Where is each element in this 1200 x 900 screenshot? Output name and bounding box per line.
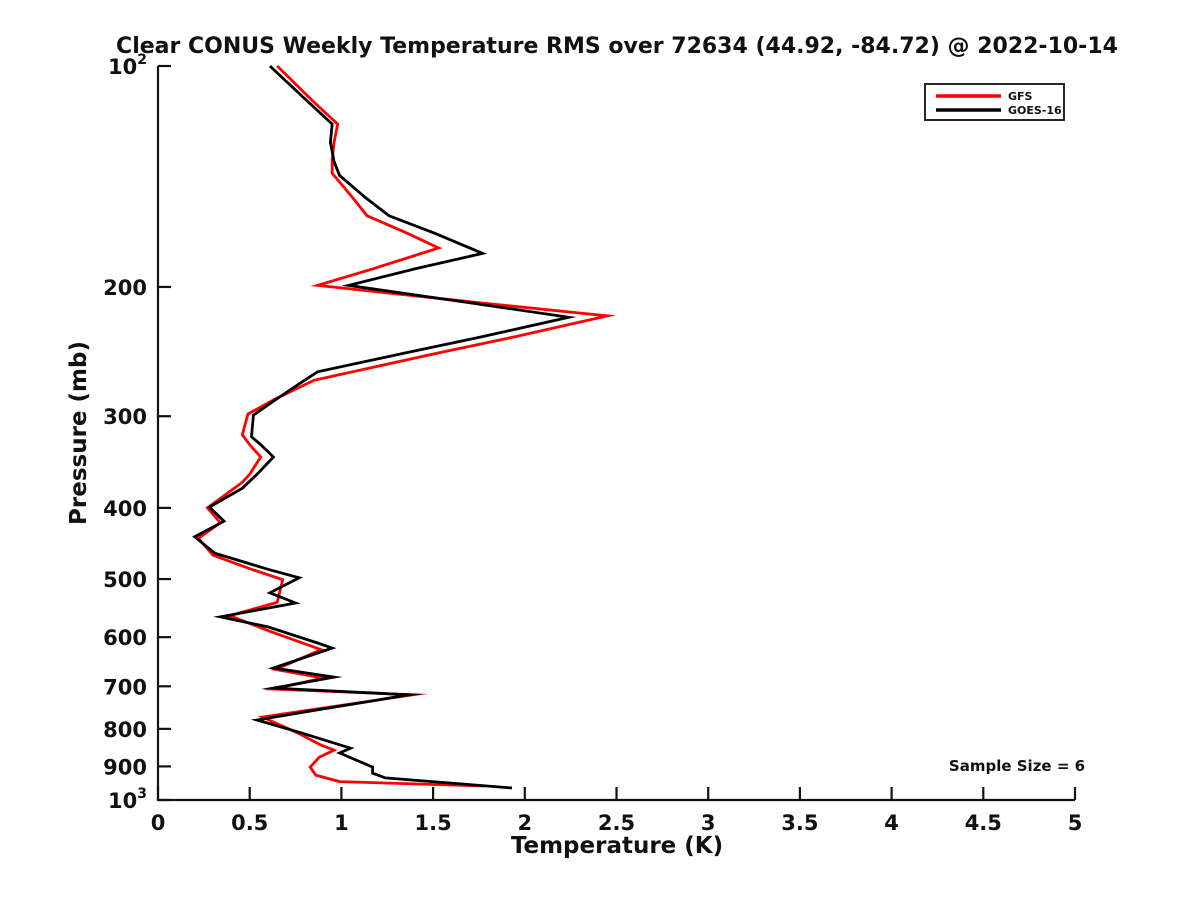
y-tick-label: 900 [103, 755, 147, 779]
y-tick-label: 500 [103, 568, 147, 592]
y-tick-label: 700 [103, 675, 147, 699]
x-tick-label: 4.5 [965, 811, 1002, 835]
x-tick-label: 2.5 [598, 811, 635, 835]
y-tick-label: 200 [103, 276, 147, 300]
x-tick-label: 1.5 [414, 811, 451, 835]
series-line-gfs [196, 65, 616, 788]
x-tick-label: 0.5 [231, 811, 268, 835]
x-tick-label: 5 [1068, 811, 1083, 835]
legend-label-gfs: GFS [1008, 90, 1033, 103]
y-tick-label: 103 [108, 786, 147, 813]
x-tick-label: 4 [884, 811, 899, 835]
legend-box [924, 83, 1065, 121]
sample-size-annotation: Sample Size = 6 [949, 757, 1085, 775]
y-tick-label: 600 [103, 626, 147, 650]
y-tick-label: 400 [103, 497, 147, 521]
y-axis-label: Pressure (mb) [66, 341, 92, 525]
x-tick-label: 2 [517, 811, 532, 835]
legend-label-goes16: GOES-16 [1008, 104, 1062, 117]
legend: GFS GOES-16 [924, 83, 1065, 121]
y-tick-label: 300 [103, 405, 147, 429]
x-tick-label: 0 [151, 811, 166, 835]
x-axis-label: Temperature (K) [511, 833, 723, 859]
x-tick-label: 3 [701, 811, 716, 835]
series-line-goes-16 [192, 64, 577, 790]
y-tick-label: 800 [103, 718, 147, 742]
x-tick-label: 1 [334, 811, 349, 835]
x-tick-label: 3.5 [781, 811, 818, 835]
chart-title: Clear CONUS Weekly Temperature RMS over … [116, 34, 1118, 59]
y-tick-label: 102 [108, 52, 147, 79]
